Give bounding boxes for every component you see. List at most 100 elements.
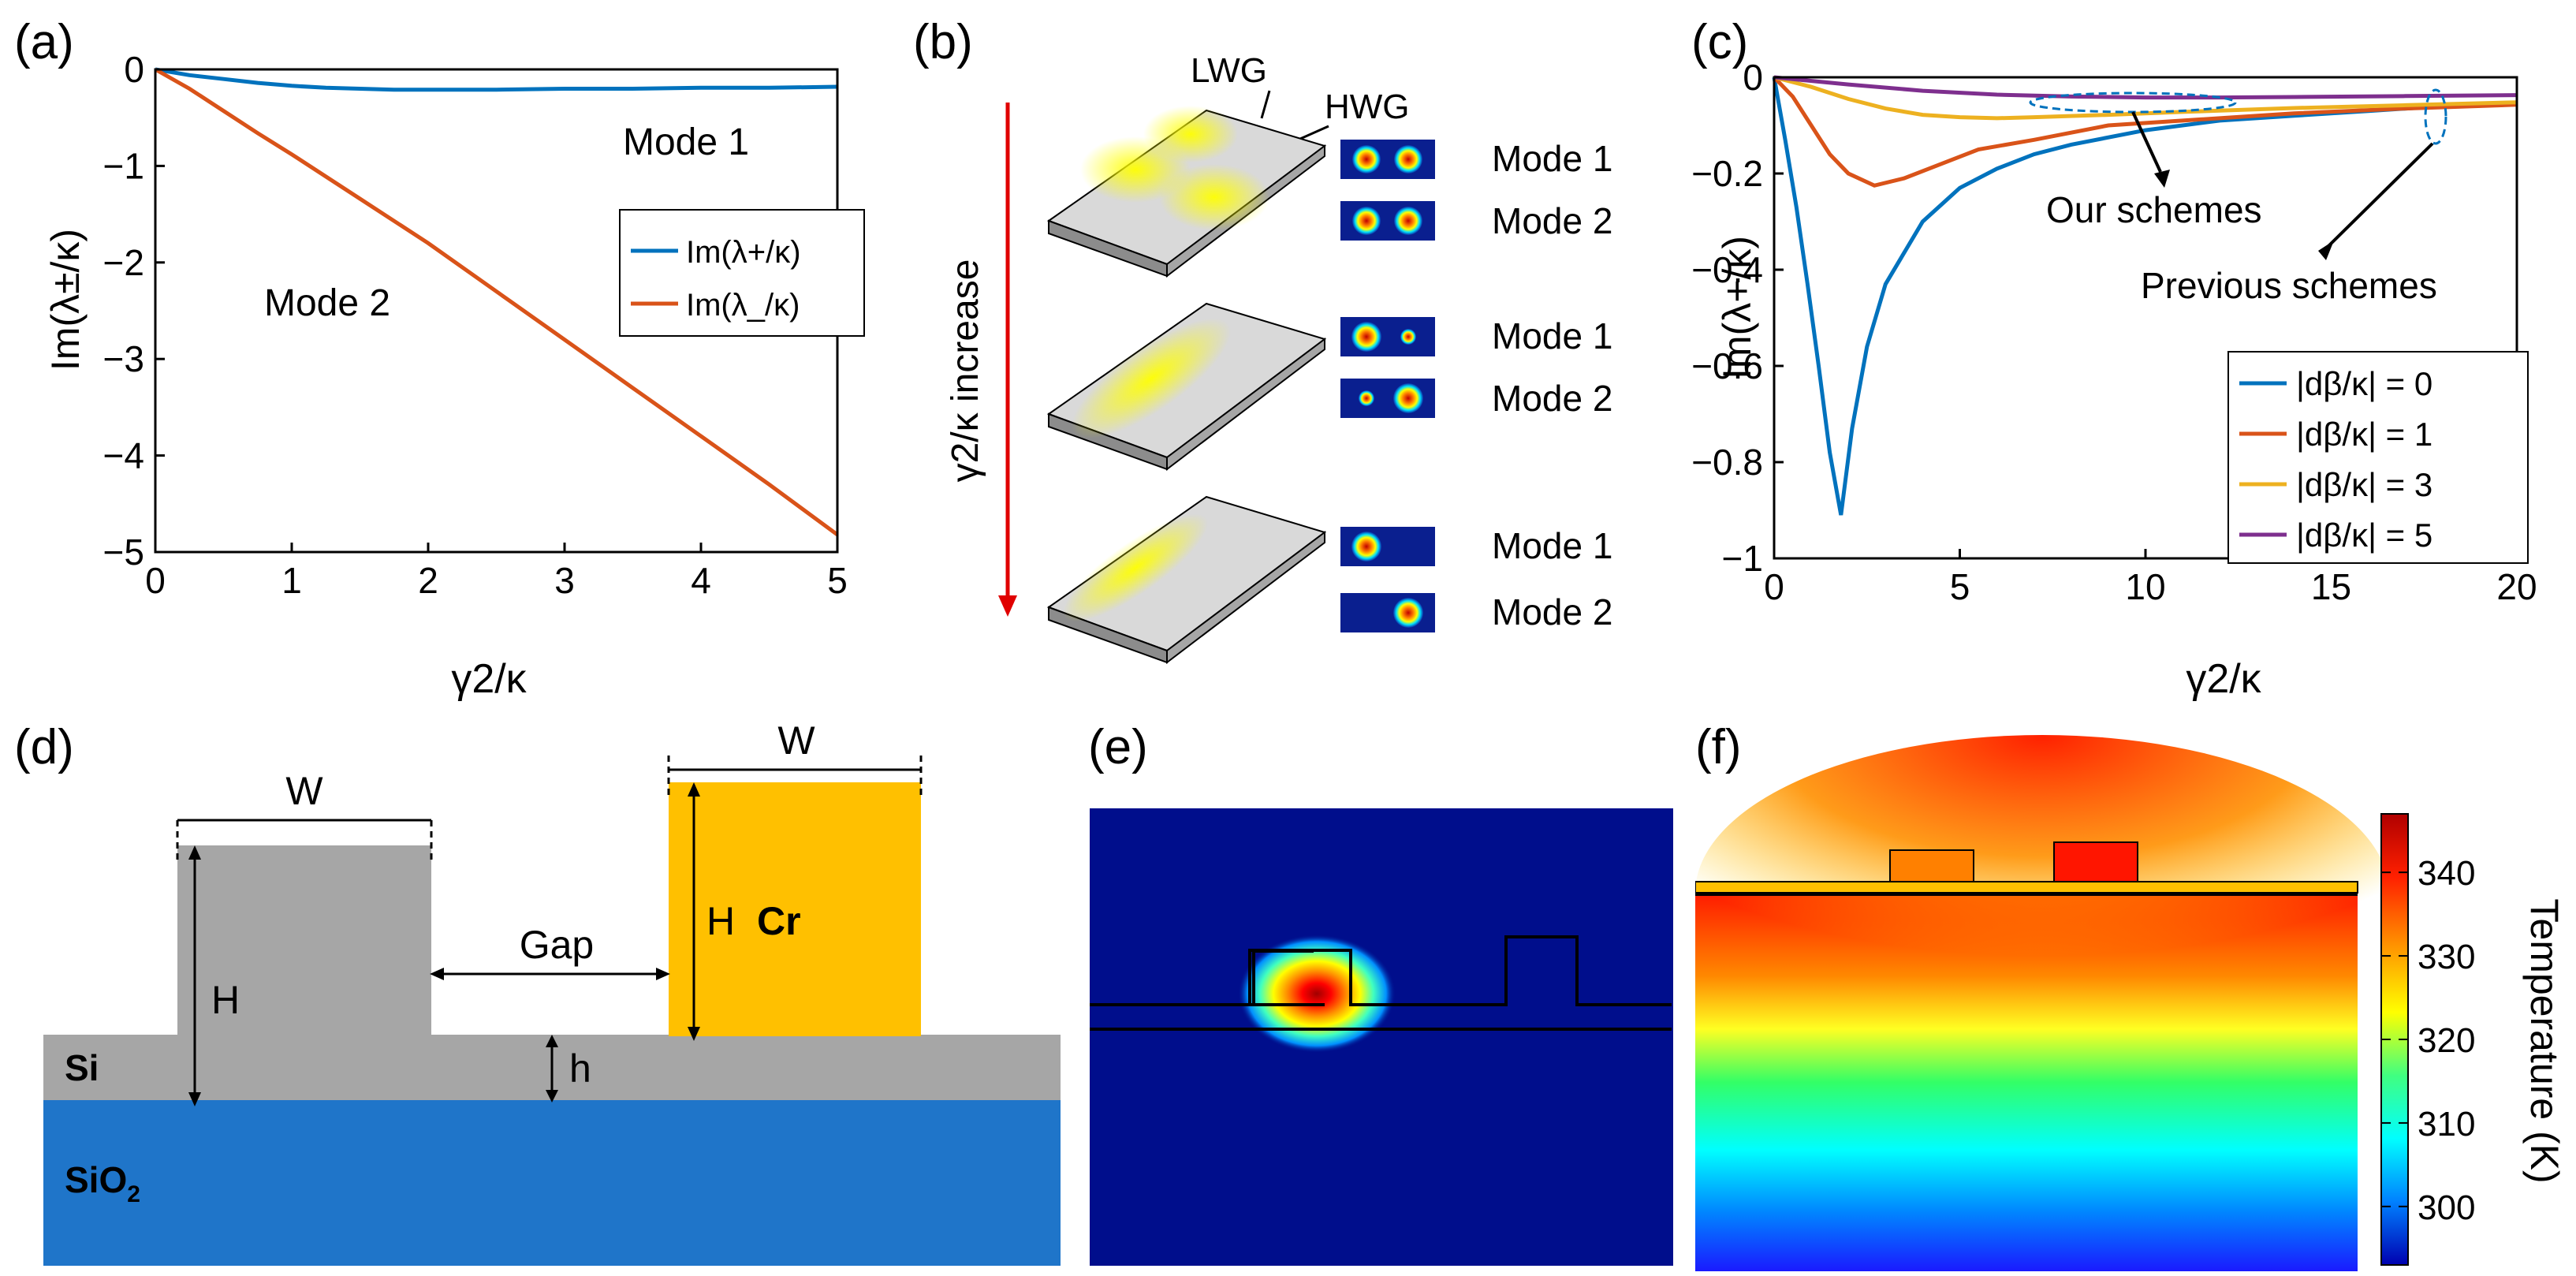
panel-label-c: (c) — [1691, 15, 1749, 69]
y-tick-label-c-1: −0.2 — [1691, 153, 1763, 194]
colorbar-tick-label-1: 330 — [2418, 938, 2475, 976]
our-schemes-label: Our schemes — [2046, 189, 2262, 230]
y-tick-label-a-0: 0 — [124, 49, 144, 90]
x-tick-label-a-3: 3 — [554, 560, 575, 601]
chart-c: 0 5 10 15 200−0.2−0.4−0.6−0.8−1 Our schemes … — [1691, 57, 2537, 702]
colorbar-tick-label-2: 320 — [2418, 1021, 2475, 1060]
y-tick-label-c-2: −0.4 — [1691, 249, 1763, 290]
panel-label-a: (a) — [14, 15, 74, 69]
waveguide-slab-1 — [1046, 106, 1327, 278]
si-ridge — [177, 845, 431, 1036]
mode-thumb-1b — [1340, 201, 1435, 241]
legend-label-lambda-plus: Im(λ+/κ) — [686, 235, 801, 270]
colorbar-tick-label-3: 310 — [2418, 1105, 2475, 1144]
waveguide-slab-3 — [1046, 495, 1327, 665]
mode-label-1a: Mode 1 — [1492, 138, 1612, 179]
mode-thumb-3a — [1340, 527, 1435, 566]
x-tick-label-c-1: 5 — [1950, 566, 1970, 607]
mode-label-2b: Mode 2 — [1492, 378, 1612, 419]
series-line-c-2 — [1773, 75, 2518, 121]
mode-label-3a: Mode 1 — [1492, 525, 1612, 566]
y-tick-label-a-5: −5 — [103, 532, 144, 573]
legend-label-c-1: |dβ/κ| = 1 — [2296, 416, 2432, 453]
chart-c-legend-items: |dβ/κ| = 0 |dβ/κ| = 1 |dβ/κ| = 3 |dβ/κ| = 5 — [2239, 365, 2432, 554]
x-tick-label-a-5: 5 — [827, 560, 848, 601]
panel-e-mode-field — [1090, 808, 1673, 1266]
x-tick-label-c-4: 20 — [2496, 566, 2537, 607]
legend-label-c-0: |dβ/κ| = 0 — [2296, 365, 2432, 402]
series-line-c-1 — [1773, 76, 2518, 188]
x-tick-label-a-1: 1 — [281, 560, 302, 601]
chart-c-plot: 0 5 10 15 20 0 −0.2 −0.4 −0.6 −0.8 −1 — [1691, 57, 2537, 607]
y-tick-label-a-1: −1 — [103, 145, 144, 186]
label-h-left: H — [211, 978, 240, 1022]
x-tick-label-c-2: 10 — [2125, 566, 2165, 607]
panel-b-schematic: γ2/κ increase LWG HWG Mode 1 Mode 2 — [945, 51, 1612, 665]
label-gap: Gap — [520, 923, 595, 967]
y-tick-label-c-5: −1 — [1722, 538, 1763, 579]
y-tick-label-a-4: −4 — [103, 435, 144, 476]
mode-thumb-2b — [1340, 379, 1435, 418]
chart-c-ylabel: Im(λ+/κ) — [1715, 236, 1759, 379]
series-line-c-0 — [1772, 76, 2518, 516]
panel-d-cross-section: W W H H Gap h Cr Si SiO2 — [43, 718, 1061, 1266]
waveguide-slab-2 — [1046, 302, 1327, 472]
sio2-substrate — [43, 1100, 1061, 1266]
colorbar-tick-label-0: 340 — [2418, 854, 2475, 893]
y-tick-label-a-2: −2 — [103, 242, 144, 283]
label-cr: Cr — [757, 899, 801, 943]
colorbar-title: Temperature (K) — [2522, 898, 2567, 1183]
mode-label-3b: Mode 2 — [1492, 591, 1612, 632]
field-background — [1090, 808, 1673, 1266]
panel-label-f: (f) — [1695, 720, 1742, 774]
mode-thumb-3b — [1340, 593, 1435, 632]
series-line-a-1 — [154, 67, 839, 537]
chart-a-ylabel: Im(λ±/κ) — [43, 229, 88, 371]
label-w-left: W — [285, 769, 323, 813]
y-tick-label-a-3: −3 — [103, 338, 144, 379]
x-tick-label-c-0: 0 — [1764, 566, 1784, 607]
label-w-right: W — [777, 718, 815, 763]
y-tick-label-c-4: −0.8 — [1691, 442, 1763, 483]
chart-c-xlabel: γ2/κ — [2186, 656, 2261, 702]
colorbar-ticks: 340 330 320 310 300 — [2381, 854, 2475, 1227]
chart-c-legend — [2227, 351, 2529, 564]
x-tick-label-a-2: 2 — [418, 560, 438, 601]
chart-a-plot: 0 1 2 3 4 5 0 −1 −2 −3 −4 −5 — [103, 49, 848, 601]
increase-axis-label: γ2/κ increase — [945, 259, 986, 483]
previous-schemes-label: Previous schemes — [2141, 265, 2437, 306]
mode-thumb-2a — [1340, 317, 1435, 356]
chart-a-annotation-mode1: Mode 1 — [623, 121, 749, 163]
y-tick-label-c-0: 0 — [1743, 57, 1763, 98]
label-sio2: SiO2 — [65, 1159, 140, 1207]
slab-layer — [1695, 881, 2358, 894]
increase-arrow-head — [998, 595, 1017, 617]
legend-label-c-2: |dβ/κ| = 3 — [2296, 466, 2432, 503]
mode-label-2a: Mode 1 — [1492, 315, 1612, 356]
chart-a-annotation-mode2: Mode 2 — [264, 282, 390, 324]
series-line-a-0 — [155, 67, 838, 92]
series-line-c-3 — [1773, 75, 2518, 100]
panel-label-e: (e) — [1088, 720, 1148, 774]
label-lwg: LWG — [1191, 51, 1267, 90]
x-tick-label-c-3: 15 — [2311, 566, 2351, 607]
x-tick-label-a-0: 0 — [145, 560, 166, 601]
label-hwg: HWG — [1325, 88, 1410, 126]
label-h-right: H — [706, 899, 735, 943]
label-si: Si — [65, 1047, 99, 1088]
mode-label-1b: Mode 2 — [1492, 200, 1612, 241]
legend-label-lambda-minus: Im(λ_/κ) — [686, 288, 800, 323]
chart-a-legend: Im(λ+/κ) Im(λ_/κ) — [619, 209, 865, 337]
chart-a-xlabel: γ2/κ — [451, 656, 527, 702]
previous-schemes-ellipse — [2424, 88, 2447, 145]
mode-thumb-1a — [1340, 140, 1435, 179]
slab-outline — [1695, 893, 2358, 896]
waveguide-outline — [1090, 935, 1672, 1031]
field-hotspot — [1238, 935, 1396, 1053]
panel-label-d: (d) — [14, 720, 74, 774]
waveguide-ridge-hot — [1889, 849, 1974, 882]
x-tick-label-a-4: 4 — [691, 560, 711, 601]
chart-a: 0 1 2 3 4 5 0 −1 −2 −3 −4 −5 Mode 1 Mode 2 Im(λ+/κ)… — [43, 49, 865, 702]
cr-heater-hot — [2053, 841, 2138, 882]
panel-label-b: (b) — [913, 15, 973, 69]
